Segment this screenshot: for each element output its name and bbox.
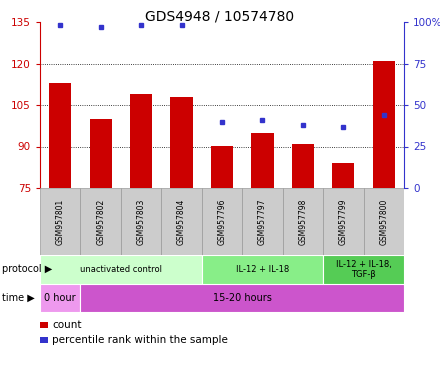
Bar (211, 147, 233, 188)
Bar (130, 94, 152, 188)
Text: GDS4948 / 10574780: GDS4948 / 10574780 (146, 10, 294, 24)
Bar (90, 119, 112, 188)
Text: GSM957799: GSM957799 (339, 198, 348, 245)
Text: GSM957797: GSM957797 (258, 198, 267, 245)
Bar (251, 132, 274, 188)
Text: IL-12 + IL-18: IL-12 + IL-18 (236, 265, 289, 274)
Bar (40, 255, 202, 284)
Bar (363, 188, 404, 255)
Bar (373, 61, 395, 188)
Text: time ▶: time ▶ (2, 293, 35, 303)
Bar (40, 188, 81, 255)
Text: GSM957801: GSM957801 (56, 199, 65, 245)
Bar (242, 188, 282, 255)
Text: 0 hour: 0 hour (44, 293, 76, 303)
Text: unactivated control: unactivated control (80, 265, 162, 274)
Text: GSM957796: GSM957796 (217, 198, 227, 245)
Text: count: count (52, 320, 81, 330)
Bar (332, 163, 355, 188)
Text: IL-12 + IL-18,
TGF-β: IL-12 + IL-18, TGF-β (336, 260, 392, 279)
Text: GSM957802: GSM957802 (96, 199, 105, 245)
Bar (323, 255, 404, 284)
Bar (81, 188, 121, 255)
Text: percentile rank within the sample: percentile rank within the sample (52, 335, 228, 345)
Text: GSM957804: GSM957804 (177, 198, 186, 245)
Bar (282, 188, 323, 255)
Text: GSM957798: GSM957798 (298, 198, 308, 245)
Text: GSM957803: GSM957803 (136, 198, 146, 245)
Bar (121, 188, 161, 255)
Bar (202, 255, 323, 284)
Bar (81, 284, 404, 312)
Bar (202, 188, 242, 255)
Bar (49, 83, 71, 188)
Bar (40, 284, 81, 312)
Text: GSM957800: GSM957800 (379, 198, 388, 245)
Bar (161, 188, 202, 255)
Text: 15-20 hours: 15-20 hours (213, 293, 271, 303)
Bar (170, 97, 193, 188)
Bar (323, 188, 363, 255)
Bar (292, 144, 314, 188)
Text: protocol ▶: protocol ▶ (2, 265, 52, 275)
